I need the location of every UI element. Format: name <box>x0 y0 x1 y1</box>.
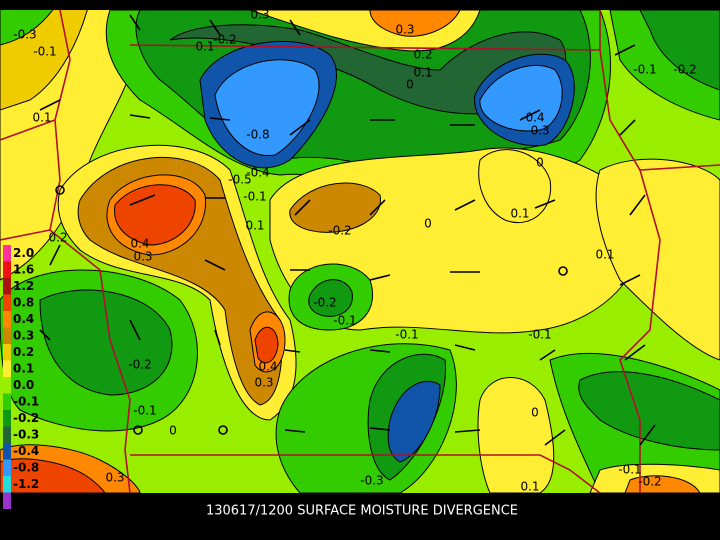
color-legend: 2.0 1.6 1.2 0.8 0.4 0.3 0.2 0.1 0.0 -0.1 -0.2 -0.3 -… <box>3 245 39 509</box>
legend-label: -0.2 <box>13 411 39 425</box>
legend-label: -0.4 <box>13 444 39 458</box>
shaded-contours <box>0 10 720 493</box>
contour-label: 0.1 <box>32 111 51 125</box>
legend-swatch <box>3 327 11 344</box>
contour-label: 0.1 <box>510 207 529 221</box>
contour-label: 0.2 <box>48 231 67 245</box>
legend-swatch <box>3 360 11 377</box>
contour-label: -0.4 <box>246 166 269 180</box>
contour-label: 0.4 <box>258 360 277 374</box>
contour-labels: -0.3-0.1 0.1-0.20.30.30.20.10-0.1 -0.20.1-… <box>13 8 696 494</box>
legend-swatch <box>3 476 11 493</box>
contour-label: 0.3 <box>250 8 269 22</box>
legend-swatch <box>3 492 11 509</box>
legend-swatch <box>3 393 11 410</box>
legend-label: 0.2 <box>13 345 34 359</box>
state-borders <box>0 10 720 493</box>
contour-label: 0 <box>424 217 432 231</box>
legend-swatch <box>3 426 11 443</box>
contour-label: 0.1 <box>595 248 614 262</box>
legend-label: -0.1 <box>13 394 39 408</box>
contour-label: -0.1 <box>33 45 56 59</box>
legend-label: -1.6 <box>13 493 39 507</box>
legend-swatch <box>3 311 11 328</box>
contour-label: 0.1 <box>520 480 539 494</box>
contour-label: -0.2 <box>128 358 151 372</box>
contour-label: -0.3 <box>13 28 36 42</box>
contour-label: -0.2 <box>673 63 696 77</box>
contour-label: -0.2 <box>313 296 336 310</box>
contour-label: -0.1 <box>528 328 551 342</box>
legend-label: 0.8 <box>13 295 34 309</box>
contour-label: 0.3 <box>105 471 124 485</box>
contour-label: 0.1 <box>195 40 214 54</box>
legend-label: 0.3 <box>13 328 34 342</box>
contour-label: 0 <box>169 424 177 438</box>
contour-label: -0.8 <box>246 128 269 142</box>
legend-label: -0.3 <box>13 427 39 441</box>
legend-swatch <box>3 278 11 295</box>
contour-label: 0.3 <box>254 376 273 390</box>
field: -0.3-0.1 0.1-0.20.30.30.20.10-0.1 -0.20.1-… <box>0 8 720 494</box>
contour-label: -0.5 <box>228 173 251 187</box>
contour-label: -0.3 <box>526 124 549 138</box>
contour-label: 0 <box>406 78 414 92</box>
legend-label: 0.4 <box>13 312 34 326</box>
legend-label: -0.8 <box>13 460 39 474</box>
legend-swatch <box>3 245 11 262</box>
legend-swatch <box>3 294 11 311</box>
contour-label: -0.4 <box>521 111 544 125</box>
legend-label: -1.2 <box>13 477 39 491</box>
contour-label: -0.1 <box>243 190 266 204</box>
contour-label: 0 <box>536 156 544 170</box>
contour-label: 0 <box>531 406 539 420</box>
contour-label: -0.2 <box>328 224 351 238</box>
legend-label: 1.6 <box>13 262 34 276</box>
legend-swatch <box>3 410 11 427</box>
contour-label: -0.1 <box>618 463 641 477</box>
contour-label: 0.4 <box>130 237 149 251</box>
map-title: 130617/1200 SURFACE MOISTURE DIVERGENCE <box>206 504 518 519</box>
legend-swatch <box>3 377 11 394</box>
contour-label: 0.3 <box>395 23 414 37</box>
contour-label: -0.2 <box>638 475 661 489</box>
contour-label: 0.1 <box>245 219 264 233</box>
contour-label: 0.3 <box>133 250 152 264</box>
legend-swatch <box>3 443 11 460</box>
legend-swatch <box>3 261 11 278</box>
contour-label: -0.2 <box>213 33 236 47</box>
contour-label: -0.1 <box>395 328 418 342</box>
wind-barbs <box>39 14 656 446</box>
contour-label: -0.1 <box>133 404 156 418</box>
contour-label: 0.1 <box>413 66 432 80</box>
contour-label: -0.1 <box>633 63 656 77</box>
contour-label: 0.2 <box>413 48 432 62</box>
legend-label: 1.2 <box>13 279 34 293</box>
legend-swatch <box>3 344 11 361</box>
legend-label: 0.0 <box>13 378 34 392</box>
legend-label: 0.1 <box>13 361 34 375</box>
contour-label: -0.3 <box>360 474 383 488</box>
legend-swatch <box>3 459 11 476</box>
legend-label: 2.0 <box>13 246 34 260</box>
contour-label: -0.1 <box>333 314 356 328</box>
